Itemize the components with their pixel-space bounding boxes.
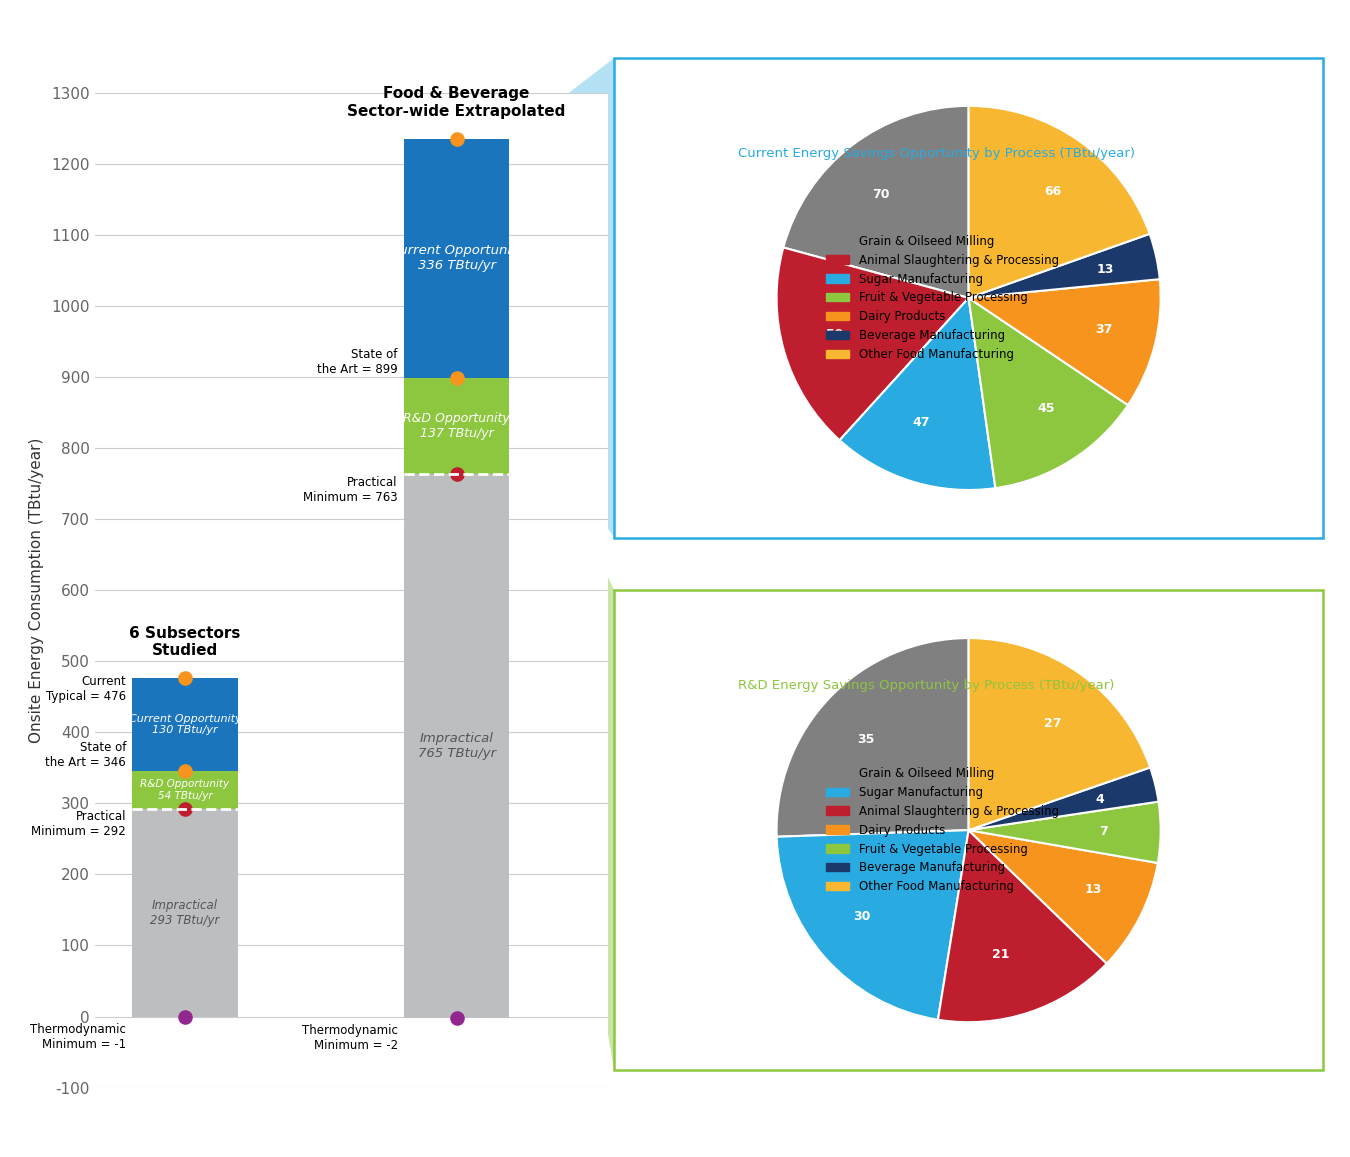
- Bar: [132, 678, 238, 771]
- Text: Current
Typical = 1235: Current Typical = 1235: [310, 135, 398, 163]
- Wedge shape: [968, 234, 1160, 297]
- Text: 27: 27: [1045, 717, 1062, 730]
- Wedge shape: [776, 639, 968, 837]
- Text: 13: 13: [1096, 263, 1114, 277]
- Point: [446, 1009, 467, 1027]
- Text: 59: 59: [826, 329, 844, 341]
- Wedge shape: [776, 248, 968, 440]
- Text: Practical
Minimum = 292: Practical Minimum = 292: [31, 810, 126, 839]
- Text: 35: 35: [857, 732, 875, 746]
- Point: [446, 465, 467, 484]
- Text: 30: 30: [853, 911, 871, 923]
- Wedge shape: [968, 639, 1150, 831]
- Text: Current
Typical = 476: Current Typical = 476: [46, 675, 126, 702]
- Text: 13: 13: [1085, 883, 1103, 896]
- Text: R&D Energy Savings Opportunity by Process (TBtu/year): R&D Energy Savings Opportunity by Proces…: [738, 679, 1115, 692]
- Legend: Grain & Oilseed Milling, Sugar Manufacturing, Animal Slaughtering & Processing, : Grain & Oilseed Milling, Sugar Manufactu…: [821, 762, 1064, 898]
- Wedge shape: [968, 767, 1158, 831]
- Wedge shape: [968, 279, 1161, 405]
- Legend: Grain & Oilseed Milling, Animal Slaughtering & Processing, Sugar Manufacturing, : Grain & Oilseed Milling, Animal Slaughte…: [821, 230, 1064, 366]
- Bar: [404, 474, 509, 1018]
- Text: 37: 37: [1095, 323, 1112, 337]
- Wedge shape: [968, 802, 1161, 863]
- Text: 4: 4: [1095, 793, 1104, 805]
- Text: Thermodynamic
Minimum = -2: Thermodynamic Minimum = -2: [302, 1024, 398, 1052]
- Text: State of
the Art = 346: State of the Art = 346: [46, 742, 126, 769]
- Point: [174, 761, 196, 780]
- Point: [446, 130, 467, 148]
- Text: 45: 45: [1038, 403, 1056, 415]
- Y-axis label: Onsite Energy Consumption (TBtu/year): Onsite Energy Consumption (TBtu/year): [30, 437, 45, 743]
- Text: 70: 70: [872, 187, 890, 200]
- Text: 66: 66: [1044, 185, 1061, 198]
- Text: Thermodynamic
Minimum = -1: Thermodynamic Minimum = -1: [30, 1023, 126, 1051]
- Wedge shape: [776, 831, 968, 1019]
- Text: Current Energy Savings Opportunity by Process (TBtu/year): Current Energy Savings Opportunity by Pr…: [738, 147, 1135, 160]
- Text: State of
the Art = 899: State of the Art = 899: [317, 348, 398, 376]
- Point: [446, 368, 467, 386]
- Text: Current Opportunity
336 TBtu/yr: Current Opportunity 336 TBtu/yr: [390, 244, 524, 272]
- Point: [174, 1008, 196, 1026]
- Text: 21: 21: [992, 948, 1010, 960]
- Text: R&D Opportunity
54 TBtu/yr: R&D Opportunity 54 TBtu/yr: [140, 779, 230, 801]
- Bar: [132, 809, 238, 1017]
- Text: R&D Opportunity
137 TBtu/yr: R&D Opportunity 137 TBtu/yr: [404, 412, 510, 440]
- Point: [174, 669, 196, 687]
- Bar: [132, 771, 238, 809]
- Wedge shape: [968, 831, 1158, 964]
- Text: 6 Subsectors
Studied: 6 Subsectors Studied: [130, 626, 240, 658]
- Wedge shape: [840, 297, 995, 489]
- Text: 47: 47: [913, 417, 930, 429]
- Text: Impractical
765 TBtu/yr: Impractical 765 TBtu/yr: [417, 732, 495, 760]
- Text: Current Opportunity
130 TBtu/yr: Current Opportunity 130 TBtu/yr: [128, 714, 242, 735]
- Wedge shape: [938, 831, 1107, 1022]
- Text: Impractical
293 TBtu/yr: Impractical 293 TBtu/yr: [150, 899, 220, 927]
- Bar: [404, 139, 509, 377]
- Wedge shape: [783, 106, 968, 297]
- Text: Food & Beverage
Sector-wide Extrapolated: Food & Beverage Sector-wide Extrapolated: [347, 87, 566, 119]
- Point: [174, 799, 196, 818]
- Bar: [404, 377, 509, 474]
- Wedge shape: [968, 106, 1150, 297]
- Wedge shape: [968, 297, 1129, 488]
- Text: Practical
Minimum = 763: Practical Minimum = 763: [304, 476, 398, 503]
- Text: 7: 7: [1099, 825, 1108, 838]
